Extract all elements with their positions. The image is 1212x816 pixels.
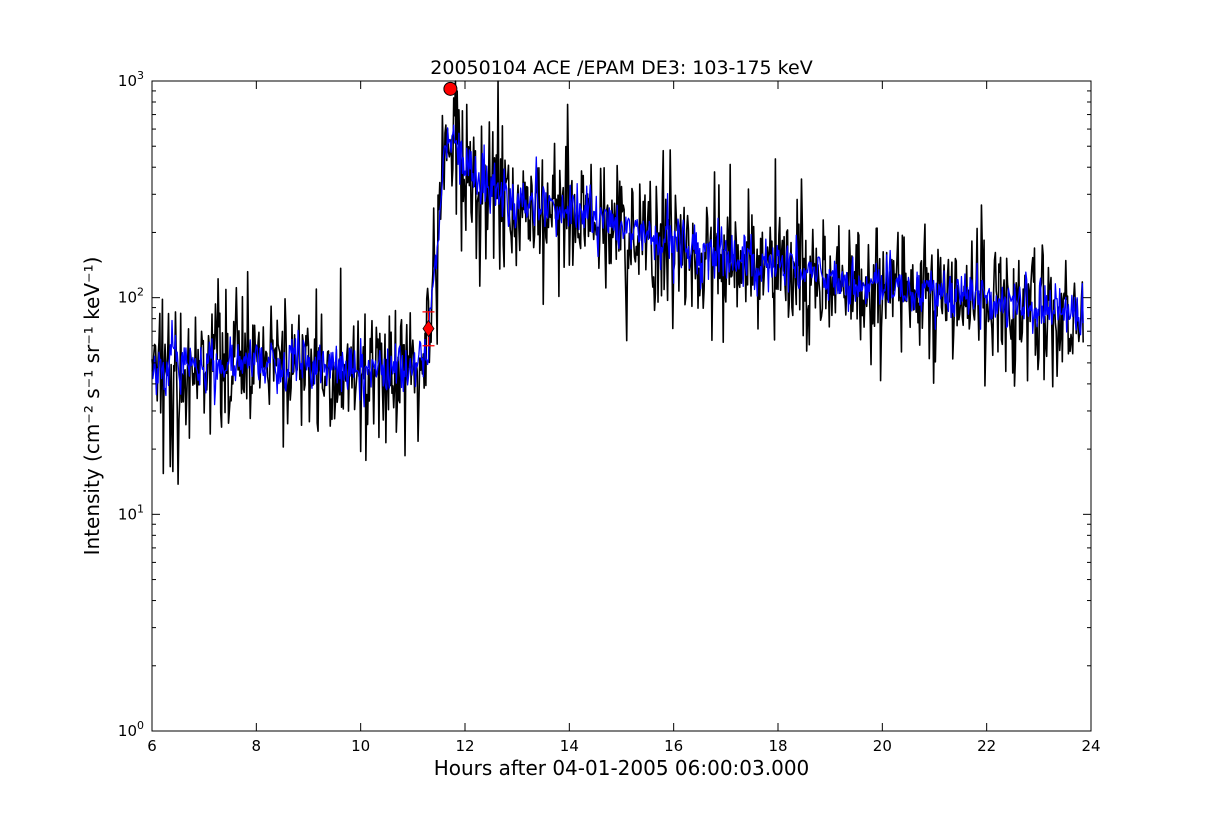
x-tick-label: 12 <box>455 737 474 755</box>
plot-area <box>151 80 1084 485</box>
x-tick-label: 22 <box>977 737 996 755</box>
x-tick-label: 10 <box>351 737 370 755</box>
x-tick-label: 8 <box>252 737 262 755</box>
y-tick-label: 103 <box>118 69 144 90</box>
x-tick-label: 24 <box>1081 737 1100 755</box>
y-axis-label: Intensity (cm⁻² s⁻¹ sr⁻¹ keV⁻¹) <box>80 257 104 556</box>
series-smoothed-line <box>151 124 1084 408</box>
series-smoothed-intensity <box>151 124 1084 408</box>
chart-title: 20050104 ACE /EPAM DE3: 103-175 keV <box>430 57 812 79</box>
peak-marker <box>443 81 458 96</box>
x-tick-label: 6 <box>147 737 157 755</box>
x-tick-label: 14 <box>560 737 579 755</box>
x-axis-label: Hours after 04-01-2005 06:00:03.000 <box>434 756 810 780</box>
x-tick-label: 18 <box>768 737 787 755</box>
y-tick-label: 102 <box>118 286 144 307</box>
plot-frame <box>151 80 1092 732</box>
onset-marker <box>422 319 435 338</box>
y-tick-label: 101 <box>118 502 144 523</box>
x-tick-label: 20 <box>873 737 892 755</box>
x-tick-label: 16 <box>664 737 683 755</box>
axis-ticks: 6 8 10 12 14 16 18 20 22 24 100 101 102 103 <box>118 69 1101 755</box>
y-tick-label: 100 <box>118 719 144 740</box>
